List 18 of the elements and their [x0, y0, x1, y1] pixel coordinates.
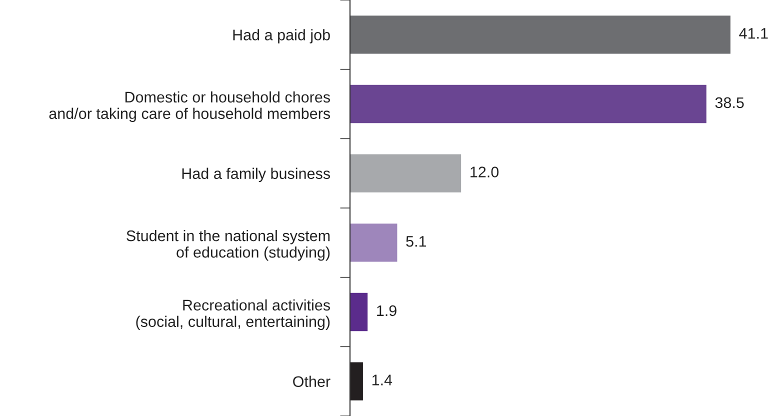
y-tick-label: Had a family business: [182, 168, 330, 182]
data-label: 38.5: [715, 97, 744, 108]
y-tick-label: Had a paid job: [233, 29, 330, 44]
data-label: 1.9: [377, 305, 396, 316]
data-label: 41.1: [739, 28, 768, 39]
bar: [350, 84, 706, 124]
bar: [350, 16, 730, 54]
bar: [350, 154, 462, 192]
data-label: 1.4: [372, 374, 392, 386]
y-tick-label: Domestic or household chores and/or taking care of household members: [49, 91, 330, 122]
bar: [350, 362, 363, 400]
data-label: 5.1: [406, 236, 426, 247]
y-tick-label: Recreational activities (social, cultural, entertaining): [136, 299, 330, 330]
y-tick-label: Student in the national system of education (studying): [126, 230, 330, 261]
bar: [350, 292, 368, 332]
y-tick-label: Other: [293, 376, 330, 388]
bar: [350, 224, 398, 262]
data-label: 12.0: [470, 166, 499, 178]
